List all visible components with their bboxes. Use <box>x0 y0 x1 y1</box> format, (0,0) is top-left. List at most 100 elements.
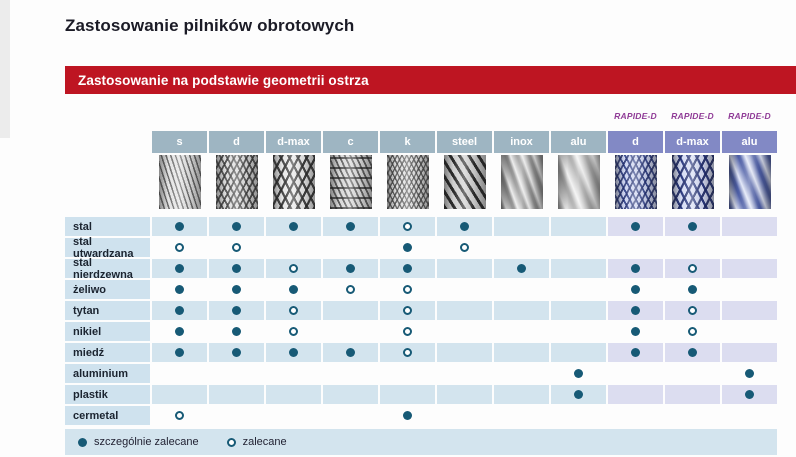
rating-cell <box>380 238 435 257</box>
rating-cell <box>665 217 720 236</box>
rating-cell <box>152 238 207 257</box>
rating-cell <box>209 322 264 341</box>
row-label: stal nierdzewna <box>65 257 150 281</box>
tool-cell-rapide-d-max <box>665 155 720 213</box>
rating-cell <box>665 259 720 278</box>
filled-dot-icon <box>175 327 184 336</box>
tool-images-row <box>65 155 796 213</box>
rating-cell <box>665 280 720 299</box>
page-edge-strip <box>0 0 10 138</box>
rating-cell <box>608 301 663 320</box>
column-header-c: c <box>323 131 378 153</box>
filled-dot-icon <box>688 285 697 294</box>
table-row: cermetal <box>65 406 796 425</box>
filled-dot-icon <box>631 348 640 357</box>
rating-cell <box>437 217 492 236</box>
column-header-d: d <box>209 131 264 153</box>
rating-cell <box>437 301 492 320</box>
row-label: aluminium <box>65 364 150 383</box>
rating-cell <box>209 280 264 299</box>
open-dot-icon <box>460 243 469 252</box>
rating-cell <box>608 364 663 383</box>
filled-dot-icon <box>232 285 241 294</box>
filled-dot-icon <box>232 327 241 336</box>
rating-cell <box>380 280 435 299</box>
rapide-d-label: RAPIDE-D <box>671 111 714 121</box>
table-row: aluminium <box>65 364 796 383</box>
filled-dot-icon <box>175 285 184 294</box>
column-header-inox: inox <box>494 131 549 153</box>
filled-dot-icon <box>688 222 697 231</box>
tool-cell-rapide-alu <box>722 155 777 213</box>
tool-cell-steel <box>437 155 492 213</box>
rating-cell <box>722 217 777 236</box>
rating-cell <box>665 364 720 383</box>
table-row: żeliwo <box>65 280 796 299</box>
rapide-d-label: RAPIDE-D <box>728 111 771 121</box>
row-label: stal utwardzana <box>65 236 150 260</box>
rating-cell <box>323 343 378 362</box>
rating-cell <box>494 385 549 404</box>
section-header-bar: Zastosowanie na podstawie geometrii ostr… <box>65 66 796 94</box>
rating-cell <box>722 385 777 404</box>
filled-dot-icon <box>631 285 640 294</box>
rating-cell <box>608 259 663 278</box>
inox-spiral-burr-image <box>500 155 543 209</box>
column-header-rapide-d-max: d-max <box>665 131 720 153</box>
rating-cell <box>266 280 321 299</box>
open-dot-icon <box>289 306 298 315</box>
rating-cell <box>152 385 207 404</box>
table-row: stal <box>65 217 796 236</box>
rating-cell <box>266 364 321 383</box>
rating-cell <box>152 259 207 278</box>
filled-dot-icon <box>346 222 355 231</box>
rating-cell <box>608 322 663 341</box>
rating-cell <box>722 343 777 362</box>
rating-cell <box>323 217 378 236</box>
rating-cell <box>323 301 378 320</box>
rating-cell <box>494 322 549 341</box>
alu-spiral-burr-image <box>557 155 600 209</box>
rating-cell <box>437 343 492 362</box>
rating-cell <box>209 343 264 362</box>
rating-cell <box>323 259 378 278</box>
legend-open-label: zalecane <box>242 436 287 448</box>
rating-cell <box>722 364 777 383</box>
filled-dot-icon <box>631 222 640 231</box>
tool-cell-alu <box>551 155 606 213</box>
fine-cross-cut-burr-image <box>386 155 429 209</box>
filled-dot-icon <box>574 390 583 399</box>
rating-cell <box>494 301 549 320</box>
tool-cell-s <box>152 155 207 213</box>
rating-cell <box>494 406 549 425</box>
rating-cell <box>551 217 606 236</box>
rating-cell <box>266 217 321 236</box>
rating-cell <box>608 238 663 257</box>
rating-cell <box>266 259 321 278</box>
rating-cell <box>551 364 606 383</box>
row-label: tytan <box>65 301 150 320</box>
rating-cell <box>608 217 663 236</box>
rating-cell <box>266 406 321 425</box>
legend-filled-label: szczególnie zalecane <box>94 436 199 448</box>
rating-cell <box>551 301 606 320</box>
rating-cell <box>152 364 207 383</box>
rating-cell <box>665 385 720 404</box>
rating-cell <box>209 217 264 236</box>
rating-cell <box>323 364 378 383</box>
filled-dot-icon <box>631 327 640 336</box>
open-dot-icon <box>403 327 412 336</box>
filled-dot-icon <box>403 411 412 420</box>
filled-dot-icon <box>232 306 241 315</box>
rating-cell <box>494 217 549 236</box>
rating-cell <box>266 301 321 320</box>
rating-cell <box>608 343 663 362</box>
application-table: RAPIDE-D RAPIDE-D RAPIDE-D s d d-max c k steel i… <box>65 110 796 425</box>
rating-cell <box>323 406 378 425</box>
rating-cell <box>665 301 720 320</box>
rapide-d-label: RAPIDE-D <box>614 111 657 121</box>
rating-cell <box>437 259 492 278</box>
rating-cell <box>380 259 435 278</box>
column-header-d-max: d-max <box>266 131 321 153</box>
rating-cell <box>551 238 606 257</box>
